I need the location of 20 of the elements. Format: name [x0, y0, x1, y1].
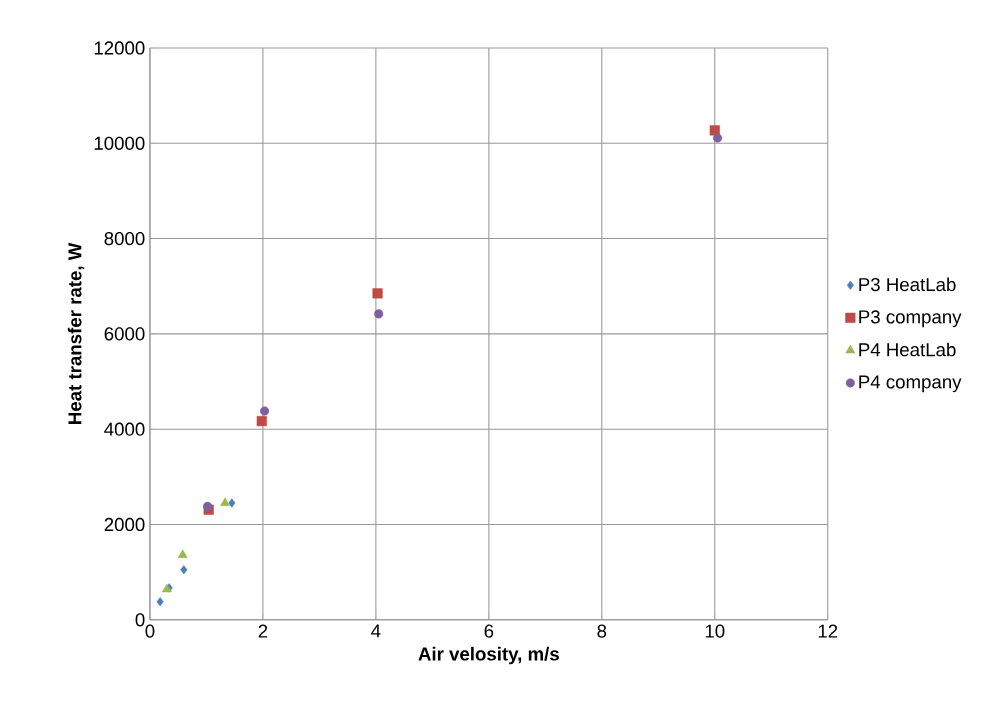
y-tick-label: 6000: [104, 327, 145, 341]
y-tick-label: 0: [135, 613, 145, 627]
x-tick-label: 12: [818, 624, 838, 638]
x-tick-label: 10: [705, 624, 725, 638]
y-tick-label: 2000: [104, 517, 145, 532]
y-axis-title: Heat transfer rate, W: [67, 242, 85, 424]
x-axis-title: Air velosity, m/s: [418, 646, 559, 665]
y-tick-label: 12000: [94, 41, 145, 55]
x-tick-label: 0: [145, 624, 155, 638]
x-tick-label: 4: [371, 624, 381, 638]
x-tick-label: 8: [597, 624, 607, 638]
x-tick-label: 2: [258, 624, 268, 638]
x-tick-label: 6: [484, 624, 494, 638]
legend-label: P4 HeatLab: [859, 342, 956, 357]
legend-label: P3 company: [859, 310, 962, 328]
y-tick-label: 8000: [104, 232, 145, 246]
y-tick-label: 4000: [104, 422, 145, 436]
legend-label: P3 HeatLab: [859, 277, 956, 292]
legend-label: P4 company: [859, 375, 962, 393]
y-tick-label: 10000: [94, 136, 145, 150]
